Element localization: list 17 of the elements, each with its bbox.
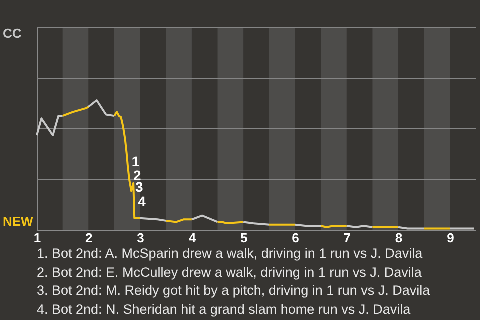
x-tick-label: 2 [86, 230, 93, 246]
x-tick-label: 1 [34, 230, 42, 246]
x-tick-label: 9 [447, 230, 454, 246]
text: NEW [3, 214, 34, 229]
x-tick-label: 6 [292, 230, 300, 246]
x-tick-label: 7 [344, 230, 351, 246]
text: 4. Bot 2nd: N. Sheridan hit a grand slam home run vs J. Davila [37, 300, 412, 319]
annotation: 4 [138, 193, 146, 210]
text: 1. Bot 2nd: A. McSparin drew a walk, driving in 1 run vs J. Davila [37, 245, 424, 263]
text: 2. Bot 2nd: E. McCulley drew a walk, driving in 1 run vs J. Davila [37, 264, 423, 282]
x-tick-label: 5 [240, 230, 248, 246]
text: CC [3, 26, 22, 41]
x-tick-label: 4 [188, 230, 197, 246]
annotation: 1 [132, 153, 140, 170]
x-tick-label: 3 [137, 230, 144, 246]
text: 3. Bot 2nd: M. Reidy got hit by a pitch, driving in 1 run vs J. Davila [37, 282, 430, 300]
x-tick-label: 8 [395, 230, 403, 246]
